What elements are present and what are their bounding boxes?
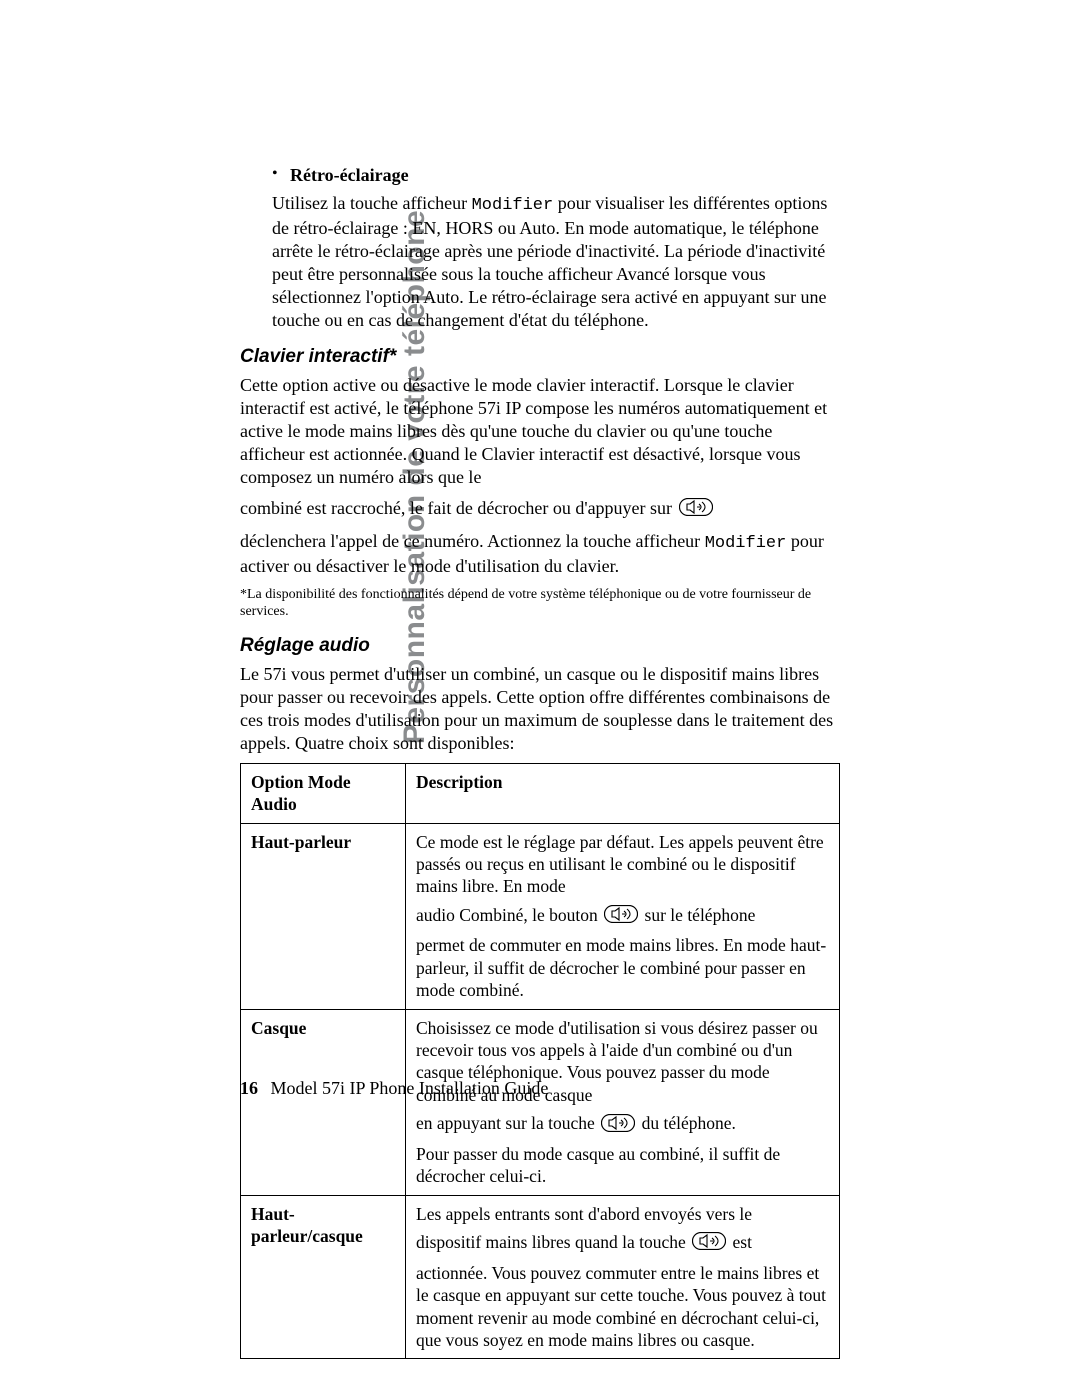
th-option: Option Mode Audio: [241, 763, 406, 823]
sec1-footnote: *La disponibilité des fonctionnalités dé…: [240, 586, 840, 621]
sec1-p1: Cette option active ou désactive le mode…: [240, 374, 840, 489]
bullet-text-a: Utilisez la touche afficheur: [272, 193, 472, 213]
r1-d2b: sur le téléphone: [645, 905, 756, 925]
sec1-p2: combiné est raccroché, le fait de décroc…: [240, 497, 840, 522]
r2-d3: Pour passer du mode casque au combiné, i…: [416, 1144, 780, 1186]
r3-d2a: dispositif mains libres quand la touche: [416, 1232, 690, 1252]
sec1-p2a: combiné est raccroché, le fait de décroc…: [240, 498, 677, 518]
r1-d3: permet de commuter en mode mains libres.…: [416, 935, 826, 1000]
speaker-icon: [604, 905, 638, 928]
r3-opt: Haut-parleur/casque: [251, 1204, 363, 1246]
audio-table: Option Mode Audio Description Haut-parle…: [240, 763, 840, 1359]
sec1-p3: déclenchera l'appel de ce numéro. Action…: [240, 530, 840, 578]
td-desc: Ce mode est le réglage par défaut. Les a…: [406, 823, 840, 1009]
r3-d3: actionnée. Vous pouvez commuter entre le…: [416, 1263, 826, 1350]
bullet-title: Rétro-éclairage: [290, 165, 409, 185]
r3-d2b: est: [733, 1232, 752, 1252]
speaker-icon: [679, 498, 713, 522]
r1-d1: Ce mode est le réglage par défaut. Les a…: [416, 832, 824, 897]
sec1-p3a: déclenchera l'appel de ce numéro. Action…: [240, 531, 705, 551]
bullet-retro: •Rétro-éclairage: [272, 165, 840, 186]
r1-d2a: audio Combiné, le bouton: [416, 905, 602, 925]
r1-opt: Haut-parleur: [251, 832, 351, 852]
r2-opt: Casque: [251, 1018, 306, 1038]
td-desc: Choisissez ce mode d'utilisation si vous…: [406, 1009, 840, 1195]
td-opt: Casque: [241, 1009, 406, 1195]
th-desc: Description: [406, 763, 840, 823]
bullet-para: Utilisez la touche afficheur Modifier po…: [272, 192, 840, 332]
page-footer: 16 Model 57i IP Phone Installation Guide: [240, 1078, 548, 1099]
speaker-icon: [601, 1114, 635, 1137]
sec2-p1: Le 57i vous permet d'utiliser un combiné…: [240, 663, 840, 755]
page-content: •Rétro-éclairage Utilisez la touche affi…: [240, 165, 840, 1359]
section-audio-title: Réglage audio: [240, 635, 840, 657]
bullet-dot: •: [272, 165, 290, 183]
speaker-icon: [692, 1232, 726, 1255]
td-opt: Haut-parleur/casque: [241, 1195, 406, 1359]
page-number: 16: [240, 1078, 258, 1098]
td-opt: Haut-parleur: [241, 823, 406, 1009]
r2-d2b: du téléphone.: [642, 1113, 736, 1133]
r3-d1: Les appels entrants sont d'abord envoyés…: [416, 1204, 752, 1224]
table-row: Casque Choisissez ce mode d'utilisation …: [241, 1009, 840, 1195]
table-header-row: Option Mode Audio Description: [241, 763, 840, 823]
table-row: Haut-parleur/casque Les appels entrants …: [241, 1195, 840, 1359]
sec1-p3mono: Modifier: [705, 534, 787, 553]
r2-d2a: en appuyant sur la touche: [416, 1113, 599, 1133]
table-row: Haut-parleur Ce mode est le réglage par …: [241, 823, 840, 1009]
bullet-mono: Modifier: [472, 196, 554, 215]
footer-text: Model 57i IP Phone Installation Guide: [271, 1078, 549, 1098]
td-desc: Les appels entrants sont d'abord envoyés…: [406, 1195, 840, 1359]
section-clavier-title: Clavier interactif*: [240, 346, 840, 368]
